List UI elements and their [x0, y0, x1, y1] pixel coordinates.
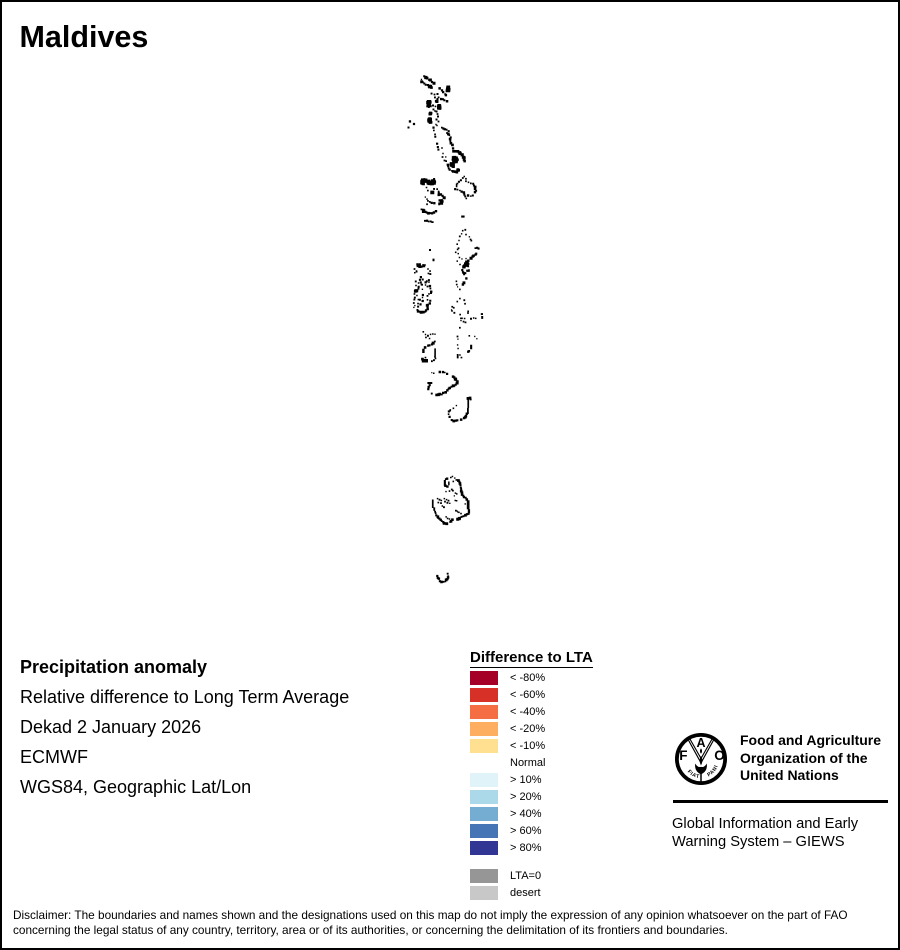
svg-text:O: O: [714, 748, 725, 763]
svg-text:FIAT: FIAT: [686, 769, 701, 780]
svg-text:F: F: [679, 748, 687, 763]
svg-text:A: A: [697, 736, 706, 750]
